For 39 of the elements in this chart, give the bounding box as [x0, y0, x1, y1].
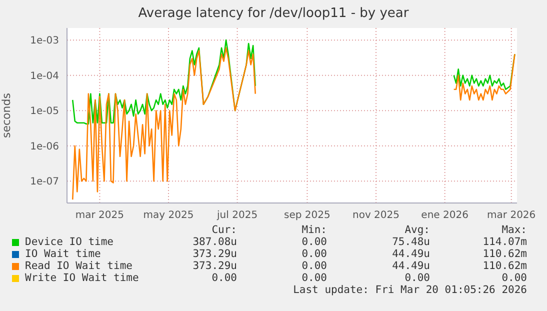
text: 44.49u	[391, 260, 430, 272]
text: 114.07m	[482, 236, 527, 248]
x-tick-label: mar 2026	[487, 210, 536, 222]
text: Max:	[500, 224, 527, 236]
text: 0.00	[404, 272, 430, 284]
text: 0.00	[300, 248, 327, 260]
text: 0.00	[300, 236, 327, 248]
legend-label: IO Wait time	[24, 248, 102, 260]
y-tick-label: 1e-07	[30, 176, 59, 188]
x-tick-label: mar 2025	[75, 210, 124, 222]
x-tick-label: may 2025	[143, 210, 194, 222]
text: 0.00	[300, 260, 327, 272]
text: 0.00	[210, 272, 237, 284]
text: Avg:	[404, 224, 430, 236]
text: 387.08u	[192, 236, 237, 248]
text: 110.62m	[482, 248, 527, 260]
legend-label: Device IO time	[24, 236, 115, 248]
text: 373.29u	[192, 248, 237, 260]
text: Last update: Fri Mar 20 01:05:26 2026	[292, 284, 527, 296]
x-tick-label: nov 2025	[352, 210, 400, 222]
text: 75.48u	[391, 236, 430, 248]
text: 373.29u	[192, 260, 237, 272]
text: Cur:	[210, 224, 237, 236]
text: 0.00	[500, 272, 527, 284]
y-tick-label: 1e-03	[30, 36, 59, 47]
legend-label: Read IO Wait time	[24, 260, 134, 272]
y-tick-label: 1e-04	[30, 70, 59, 82]
y-tick-label: 1e-05	[30, 106, 59, 118]
text: 44.49u	[391, 248, 430, 260]
text: Min:	[300, 224, 327, 236]
x-tick-label: sep 2025	[284, 210, 330, 222]
y-tick-label: 1e-06	[30, 141, 59, 152]
chart-title: Average latency for /dev/loop11 - by year	[137, 6, 410, 21]
legend-label: Write IO Wait time	[24, 272, 140, 284]
text: 110.62m	[482, 260, 527, 272]
y-axis-title: seconds	[0, 92, 13, 138]
x-tick-label: ene 2026	[421, 210, 468, 222]
text: 0.00	[300, 272, 327, 284]
x-tick-label: jul 2025	[216, 210, 258, 222]
